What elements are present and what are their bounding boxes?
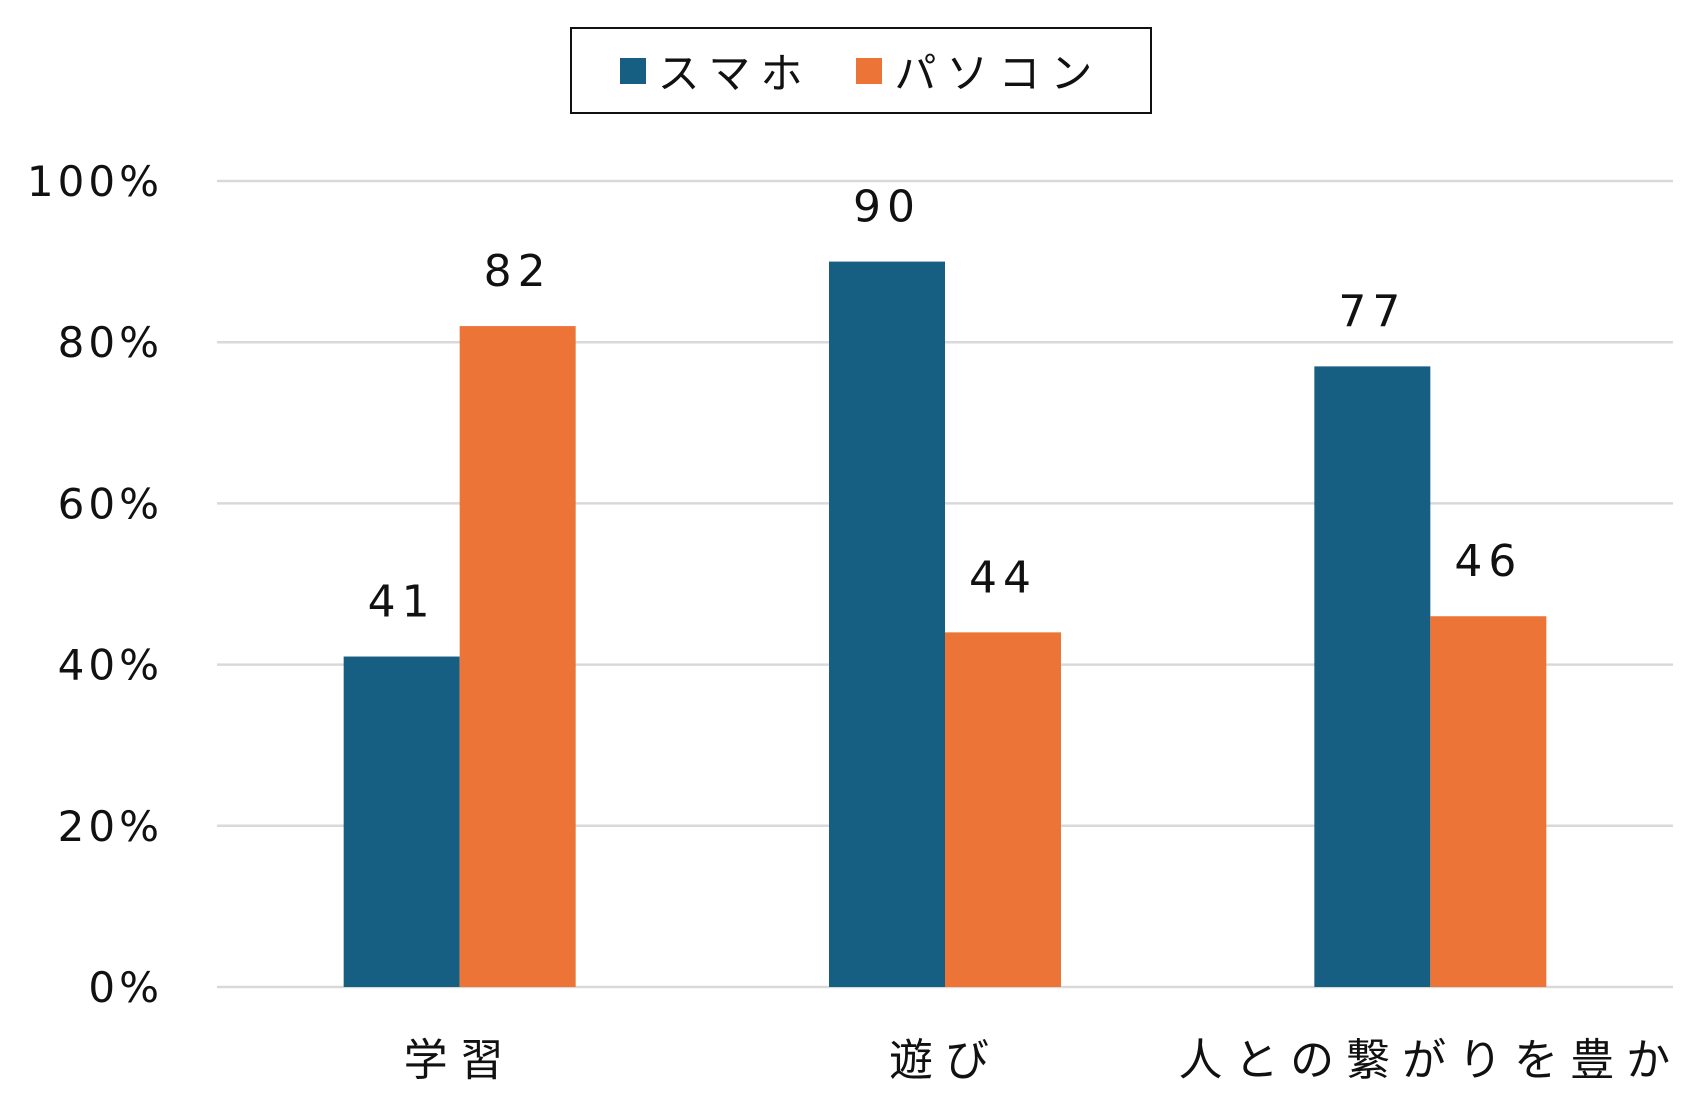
data-label: 46 xyxy=(1454,536,1522,587)
legend-item-sumaho: スマホ xyxy=(619,40,813,101)
data-labels: 41 82 90 44 77 46 xyxy=(368,182,1522,628)
x-category-label: 学習 xyxy=(404,1035,516,1086)
bar-sumaho xyxy=(343,656,460,987)
legend-item-pasokon: パソコン xyxy=(856,40,1102,101)
x-category-label: 遊び xyxy=(889,1035,1001,1086)
data-label: 44 xyxy=(969,552,1037,603)
bar-sumaho xyxy=(1314,366,1431,987)
y-tick-label: 20% xyxy=(58,802,163,851)
legend-swatch-pasokon xyxy=(856,57,883,84)
data-label: 77 xyxy=(1338,286,1406,337)
bar-pasokon xyxy=(459,326,576,988)
data-label: 82 xyxy=(484,246,552,297)
bar-sumaho xyxy=(829,261,945,988)
bar-pasokon xyxy=(945,632,1061,987)
y-tick-label: 100% xyxy=(27,157,163,206)
data-label: 41 xyxy=(368,577,436,628)
legend-label-sumaho: スマホ xyxy=(657,49,813,98)
x-category-label: 人との繋がりを豊か xyxy=(1179,1035,1683,1086)
axis-labels: 0% 20% 40% 60% 80% 100% 学習 遊び 人との繋がりを豊か xyxy=(27,157,1683,1086)
legend-label-pasokon: パソコン xyxy=(894,49,1103,98)
data-label: 90 xyxy=(853,182,921,233)
bar-pasokon xyxy=(1430,616,1547,987)
y-tick-label: 0% xyxy=(88,963,163,1012)
y-tick-label: 60% xyxy=(58,479,163,528)
chart-legend: スマホ パソコン xyxy=(570,27,1152,114)
y-tick-label: 40% xyxy=(58,641,163,690)
legend-swatch-sumaho xyxy=(619,57,646,84)
y-tick-label: 80% xyxy=(58,318,163,367)
bars xyxy=(343,261,1547,988)
